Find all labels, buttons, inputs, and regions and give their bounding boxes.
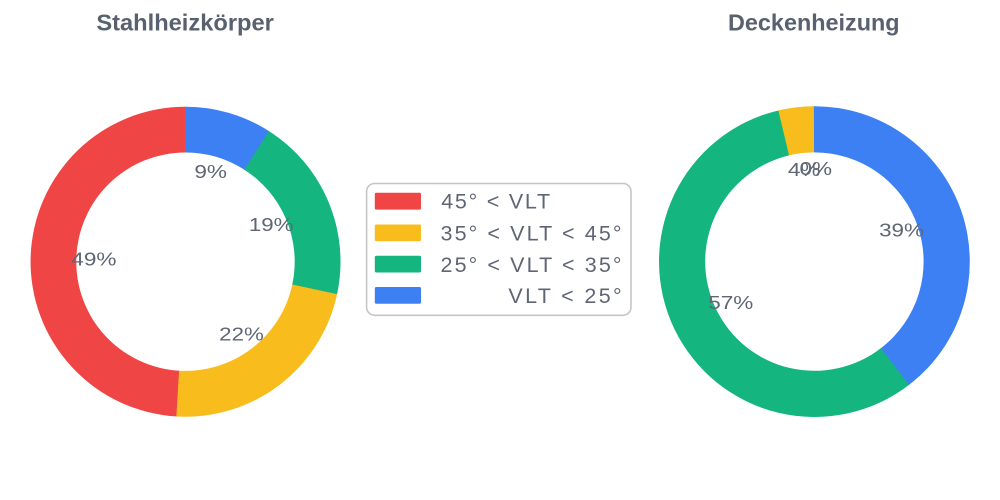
- svg-text:9%: 9%: [194, 161, 227, 182]
- svg-text:57%: 57%: [708, 292, 753, 313]
- svg-text:25° < VLT < 35°: 25° < VLT < 35°: [441, 253, 622, 277]
- svg-text:22%: 22%: [219, 324, 264, 345]
- svg-text:VLT < 25°: VLT < 25°: [508, 284, 621, 308]
- svg-text:4%: 4%: [788, 159, 821, 180]
- svg-text:0%: 0%: [800, 158, 833, 179]
- svg-text:49%: 49%: [71, 249, 116, 270]
- svg-text:19%: 19%: [249, 214, 294, 235]
- svg-text:Deckenheizung: Deckenheizung: [728, 10, 900, 36]
- svg-text:35° < VLT < 45°: 35° < VLT < 45°: [441, 222, 622, 246]
- svg-text:Stahlheizkörper: Stahlheizkörper: [96, 10, 274, 36]
- svg-text:45° < VLT: 45° < VLT: [441, 190, 550, 214]
- svg-text:39%: 39%: [879, 220, 924, 241]
